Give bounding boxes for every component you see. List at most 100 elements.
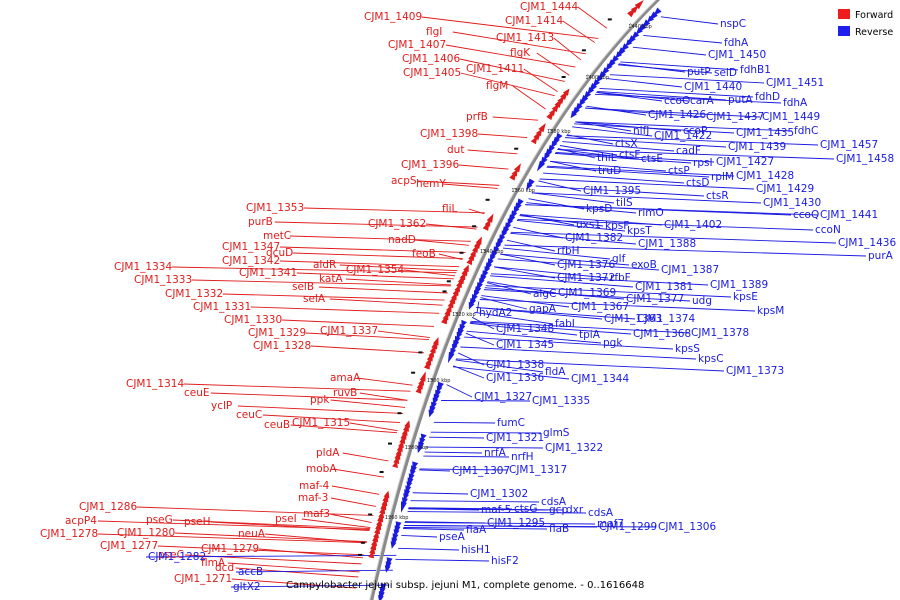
kbp-tick-label: 1380 kbp (547, 129, 571, 135)
reverse-gene-label: CJM1_1307 (452, 465, 510, 477)
reverse-leader-line (503, 247, 611, 260)
reverse-leader-line (452, 366, 570, 380)
reverse-gene-label: CJM1_1282 (148, 551, 206, 563)
kbp-tick (587, 74, 591, 78)
feature-marker (418, 351, 423, 354)
forward-gene-arrow (513, 163, 521, 173)
reverse-leader-line (466, 330, 602, 344)
reverse-gene-arrow (635, 27, 643, 35)
reverse-leader-line (617, 64, 713, 74)
reverse-gene-label: CJM1_1374 (637, 313, 695, 325)
forward-gene-arrow (449, 293, 457, 305)
reverse-leader-line (557, 148, 640, 160)
reverse-gene-label: CJM1_1372 (557, 272, 615, 284)
kbp-tick (482, 249, 487, 252)
reverse-leader-line (403, 527, 548, 530)
forward-leader-line (258, 548, 363, 559)
reverse-gene-label: fabI (555, 318, 575, 330)
reverse-gene-label: CJM1_1306 (658, 521, 716, 533)
reverse-gene-label: ccoQ (793, 209, 819, 221)
forward-leader-line (231, 578, 356, 589)
reverse-gene-label: fumC (497, 417, 525, 429)
reverse-leader-line (500, 253, 556, 266)
forward-gene-label: CJM1_1409 (364, 11, 422, 23)
forward-leader-line (171, 266, 457, 274)
kbp-tick (387, 515, 392, 518)
reverse-leader-line (423, 455, 510, 458)
forward-leader-line (512, 85, 546, 110)
reverse-leader-line (555, 151, 715, 163)
reverse-gene-label: CJM1_1388 (638, 238, 696, 250)
reverse-gene-label: CJM1_1387 (661, 264, 719, 276)
forward-gene-label: pseC (158, 549, 184, 561)
reverse-gene-label: CJM1_1336 (486, 372, 544, 384)
kbp-tick (454, 312, 459, 315)
forward-leader-line (460, 72, 555, 97)
reverse-leader-line (398, 547, 460, 551)
reverse-gene-arrow (587, 87, 595, 95)
forward-gene-label: maf-3 (298, 492, 328, 504)
reverse-gene-label: ctsG (514, 503, 538, 515)
reverse-leader-line (525, 204, 819, 216)
forward-gene-arrow (546, 110, 555, 121)
forward-gene-label: feoB (412, 248, 436, 260)
reverse-leader-line (535, 185, 705, 197)
forward-gene-label: neuA (238, 528, 266, 540)
reverse-leader-line (543, 172, 685, 184)
forward-gene-label: CJM1_1271 (174, 573, 232, 585)
forward-leader-line (210, 521, 370, 532)
forward-leader-line (458, 164, 509, 170)
forward-leader-line (237, 405, 404, 414)
reverse-gene-label: ctsX (615, 138, 638, 150)
reverse-gene-label: gapA (529, 303, 557, 315)
forward-leader-line (417, 180, 500, 186)
reverse-leader-line (538, 180, 582, 192)
reverse-gene-label: maf-5 (481, 504, 511, 516)
forward-gene-label: pldA (316, 447, 340, 459)
feature-marker (379, 471, 384, 473)
reverse-leader-line (485, 285, 732, 298)
forward-gene-arrow (394, 448, 401, 460)
reverse-leader-line (539, 178, 755, 190)
reverse-leader-line (401, 534, 438, 538)
forward-leader-line (296, 272, 454, 280)
reverse-gene-label: glmS (543, 427, 570, 439)
feature-marker (411, 371, 416, 374)
reverse-gene-arrow (625, 39, 633, 47)
forward-gene-arrow (369, 544, 375, 555)
forward-gene-label: CJM1_1353 (246, 202, 304, 214)
reverse-gene-label: CJM1_1367 (571, 301, 629, 313)
reverse-gene-label: CJM1_1302 (470, 488, 528, 500)
forward-leader-line (459, 58, 565, 82)
forward-gene-arrow (444, 306, 451, 317)
reverse-gene-label: kpsD (586, 203, 612, 215)
kbp-tick-label: 1440 kbp (628, 24, 652, 30)
forward-leader-line (492, 116, 539, 121)
reverse-leader-line (455, 358, 725, 372)
reverse-gene-label: CJM1_1450 (708, 49, 766, 61)
forward-gene-label: CJM1_1286 (79, 501, 137, 513)
reverse-gene-label: cdsA (588, 507, 614, 519)
reverse-gene-label: CJM1_1437 (706, 111, 764, 123)
forward-gene-arrow (400, 428, 407, 440)
forward-gene-arrow (392, 460, 398, 469)
reverse-leader-line (575, 121, 682, 132)
forward-leader-line (356, 377, 413, 386)
forward-leader-line (136, 506, 374, 516)
reverse-leader-line (412, 492, 469, 495)
forward-gene-label: CJM1_1330 (224, 314, 282, 326)
forward-gene-arrow (379, 504, 386, 515)
forward-gene-label: CJM1_1342 (222, 255, 280, 267)
reverse-gene-label: cdsA (541, 496, 567, 508)
reverse-gene-label: CJM1_1458 (836, 153, 894, 165)
kbp-tick (513, 187, 518, 191)
reverse-leader-line (404, 522, 596, 525)
forward-gene-label: CJM1_1332 (165, 288, 223, 300)
forward-gene-label: hemY (416, 178, 446, 190)
reverse-gene-arrow (605, 63, 613, 71)
forward-gene-arrow (461, 265, 469, 277)
forward-gene-label: amaA (330, 372, 361, 384)
reverse-gene-label: nspC (720, 18, 746, 30)
forward-gene-label: dut (447, 144, 464, 156)
